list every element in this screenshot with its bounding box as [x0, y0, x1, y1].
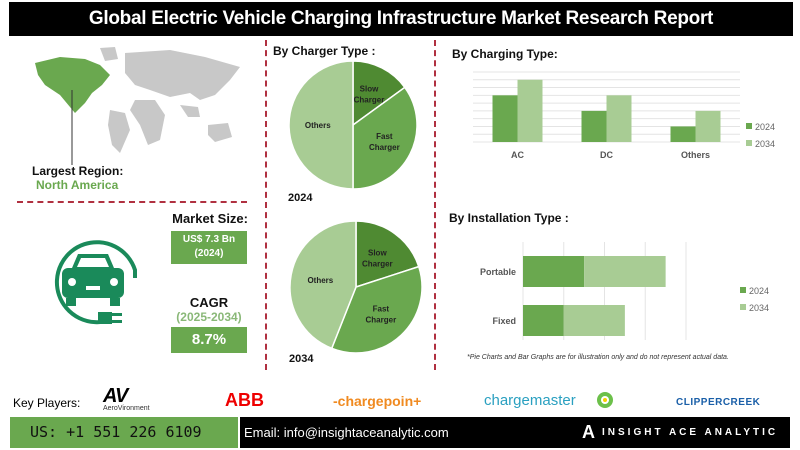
disclaimer-note: *Pie Charts and Bar Graphs are for illus…	[467, 354, 729, 361]
cagr-value: 8.7%	[171, 327, 247, 353]
cagr-label: CAGR	[189, 295, 229, 310]
chargepoint-logo: -chargepoin+	[333, 393, 422, 409]
abb-logo: ABB	[225, 390, 264, 410]
category-label: Portable	[480, 267, 516, 277]
bar-portable-2034	[584, 256, 666, 287]
key-players-label: Key Players:	[13, 396, 81, 410]
ev-charging-icon	[54, 240, 137, 325]
cagr-period: (2025-2034)	[176, 310, 242, 324]
legend-swatch	[746, 140, 752, 146]
legend-label: 2034	[755, 139, 775, 149]
pie-slice-slow-charger	[355, 220, 420, 289]
installation-type-title: By Installation Type :	[449, 211, 569, 225]
legend-label: 2034	[749, 303, 769, 313]
pie-label: Fast Charger	[366, 304, 397, 324]
report-title: Global Electric Vehicle Charging Infrast…	[9, 2, 793, 36]
brand-name: INSIGHT ACE ANALYTIC	[602, 427, 779, 438]
bar-portable-2024	[523, 256, 585, 287]
divider	[265, 40, 267, 370]
pie-slice-others	[288, 60, 354, 190]
largest-region-value: North America	[36, 178, 119, 192]
bar-others-2034	[695, 110, 721, 142]
pie-2034-year: 2034	[289, 353, 314, 365]
divider	[434, 40, 436, 370]
market-size-box: US$ 7.3 Bn (2024)	[171, 231, 247, 264]
bar-fixed-2024	[523, 305, 564, 336]
world-map	[35, 47, 240, 165]
bar-dc-2034	[606, 95, 632, 142]
phone-number[interactable]: US: +1 551 226 6109	[30, 423, 202, 441]
brand-logo-icon: A	[582, 422, 595, 442]
legend-swatch	[740, 304, 746, 310]
charger-type-pies: Slow Charger Fast Charger Others Slow Charger F…	[288, 60, 423, 354]
category-label: DC	[600, 150, 613, 160]
charging-type-title: By Charging Type:	[452, 47, 558, 61]
chargemaster-logo: chargemaster	[484, 392, 576, 409]
charger-type-title: By Charger Type :	[273, 44, 376, 58]
bar-dc-2024	[581, 110, 607, 142]
bar-others-2024	[670, 126, 696, 142]
pie-label: Slow Charger	[362, 249, 393, 269]
installation-type-chart: Portable Fixed 2024 2034	[480, 242, 769, 340]
pie-label: Fast Charger	[369, 132, 400, 152]
email-link[interactable]: Email: info@insightaceanalytic.com	[244, 425, 449, 440]
pie-label: Slow Charger	[354, 85, 385, 105]
pie-label: Others	[305, 121, 331, 130]
largest-region-label: Largest Region:	[32, 164, 124, 178]
charging-type-chart: AC DC Others 2024 2034	[473, 71, 775, 160]
bar-ac-2034	[517, 79, 543, 142]
aerovironment-logo: AV AeroVironment	[103, 385, 150, 412]
divider	[17, 201, 247, 203]
pie-slice-slow-charger	[352, 60, 406, 127]
contact-bar: Email: info@insightaceanalytic.com A INS…	[240, 417, 790, 448]
market-size-value: US$ 7.3 Bn	[182, 234, 236, 245]
pie-2024-year: 2024	[288, 192, 313, 204]
legend-swatch	[740, 287, 746, 293]
pie-label: Others	[307, 276, 333, 285]
pie-slice-fast-charger	[330, 265, 423, 354]
category-label: Fixed	[492, 316, 516, 326]
market-size-year: (2024)	[194, 248, 224, 259]
pie-slice-others	[289, 220, 357, 350]
phone-bar: US: +1 551 226 6109	[10, 417, 238, 448]
category-label: Others	[681, 150, 710, 160]
pie-slice-fast-charger	[352, 86, 418, 190]
bar-fixed-2034	[563, 305, 625, 336]
legend-label: 2024	[755, 122, 775, 132]
clippercreek-logo: CLIPPERCREEK	[676, 397, 761, 408]
market-size-label: Market Size:	[172, 211, 248, 226]
legend-swatch	[746, 123, 752, 129]
bp-logo	[597, 392, 613, 408]
legend-label: 2024	[749, 286, 769, 296]
bar-ac-2024	[492, 95, 518, 142]
category-label: AC	[511, 150, 524, 160]
